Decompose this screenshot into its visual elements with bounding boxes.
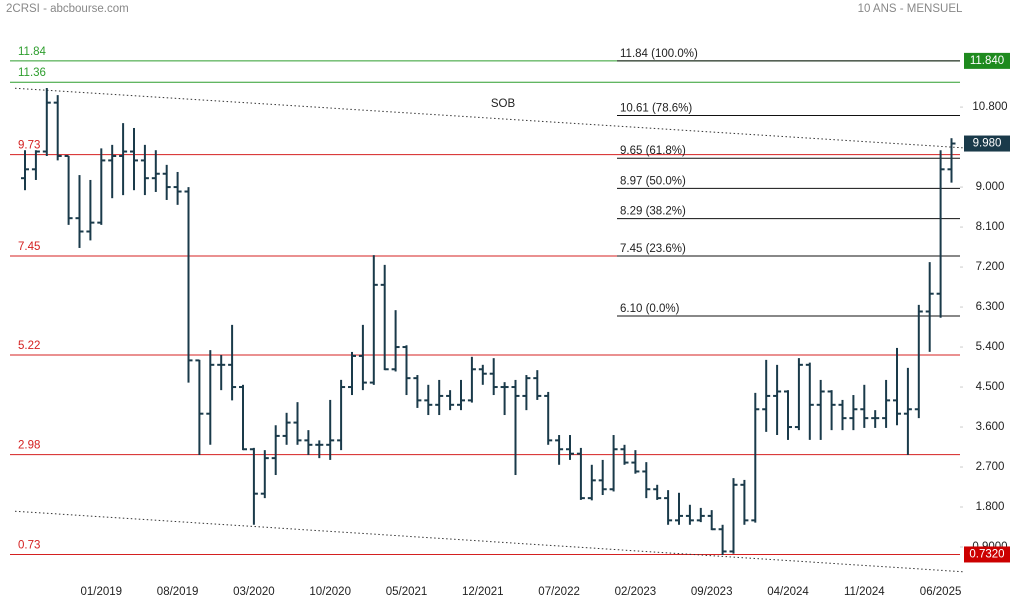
- chart-subtitle: 10 ANS - MENSUEL: [858, 3, 963, 15]
- level-label: 11.36: [18, 67, 46, 79]
- y-tick-label: 2.700: [976, 461, 1005, 473]
- x-tick-label: 09/2023: [691, 586, 733, 598]
- x-tick-label: 02/2023: [615, 586, 657, 598]
- y-tick-label: 6.300: [976, 301, 1005, 313]
- level-label: 9.73: [18, 140, 40, 152]
- x-tick-label: 10/2020: [309, 586, 351, 598]
- x-tick-label: 01/2019: [81, 586, 123, 598]
- y-tick-label: 10.800: [972, 101, 1007, 113]
- x-tick-label: 07/2022: [538, 586, 580, 598]
- price-box-label: 11.840: [970, 55, 1004, 67]
- x-tick-label: 04/2024: [767, 586, 809, 598]
- price-box: [964, 135, 1010, 152]
- x-tick-label: 05/2021: [386, 586, 428, 598]
- x-tick-label: 06/2025: [920, 586, 962, 598]
- x-tick-label: 08/2019: [157, 586, 199, 598]
- x-tick-label: 11/2024: [844, 586, 885, 598]
- y-tick-label: 1.800: [976, 501, 1005, 513]
- y-tick-label: 4.500: [976, 381, 1005, 393]
- chart-title: 2CRSI - abcbourse.com: [6, 3, 129, 15]
- trendline: [14, 87, 966, 149]
- price-box: [964, 52, 1010, 69]
- y-tick-label: 7.200: [976, 261, 1005, 273]
- fib-label: 9.65 (61.8%): [620, 145, 686, 157]
- x-tick-label: 12/2021: [462, 586, 504, 598]
- price-box-label: 9.980: [973, 138, 1002, 150]
- trendline-label: SOB: [491, 98, 516, 110]
- fib-label: 10.61 (78.6%): [620, 103, 692, 115]
- fib-label: 11.84 (100.0%): [620, 48, 698, 60]
- fib-label: 8.97 (50.0%): [620, 175, 686, 187]
- y-tick-label: 9.000: [976, 181, 1005, 193]
- fib-label: 7.45 (23.6%): [620, 243, 686, 255]
- trendline: [14, 510, 966, 573]
- level-label: 11.84: [18, 46, 47, 58]
- y-tick-label: 5.400: [976, 341, 1005, 353]
- price-box-label: 0.7320: [969, 549, 1004, 561]
- price-box: [964, 546, 1010, 563]
- level-label: 7.45: [18, 241, 40, 253]
- level-label: 5.22: [18, 340, 40, 352]
- y-tick-label: 3.600: [976, 421, 1005, 433]
- x-tick-label: 03/2020: [233, 586, 275, 598]
- fib-label: 8.29 (38.2%): [620, 206, 686, 218]
- level-label: 0.73: [18, 540, 40, 552]
- fib-label: 6.10 (0.0%): [620, 303, 680, 315]
- y-tick-label: 8.100: [976, 221, 1005, 233]
- level-label: 2.98: [18, 440, 40, 452]
